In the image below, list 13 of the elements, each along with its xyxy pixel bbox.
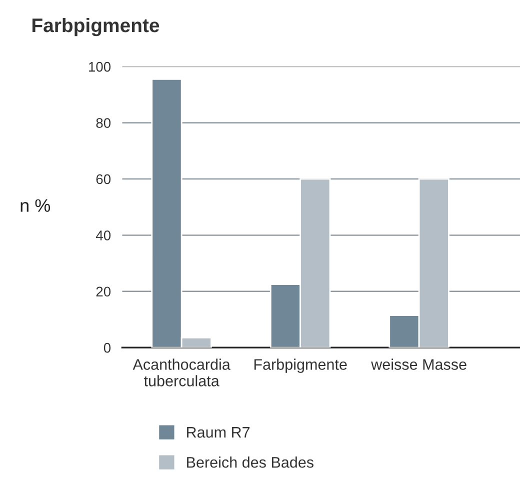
legend-label: Bereich des Bades bbox=[187, 456, 314, 468]
y-tick-label: 40 bbox=[96, 230, 111, 240]
x-tick-label: weisse Masse bbox=[371, 358, 466, 370]
chart-title: Farbpigmente bbox=[32, 18, 160, 36]
legend-label: Raum R7 bbox=[187, 427, 250, 438]
y-tick-label: 100 bbox=[88, 62, 111, 72]
x-tick-label: Acanthocardia tuberculata bbox=[132, 358, 230, 386]
y-tick-label: 0 bbox=[104, 342, 111, 353]
y-tick-label: 60 bbox=[96, 174, 111, 184]
y-tick-label: 20 bbox=[96, 286, 111, 297]
y-tick-label: 80 bbox=[96, 118, 111, 128]
x-tick-label: Farbpigmente bbox=[254, 358, 347, 373]
y-axis-title: n % bbox=[20, 199, 50, 212]
